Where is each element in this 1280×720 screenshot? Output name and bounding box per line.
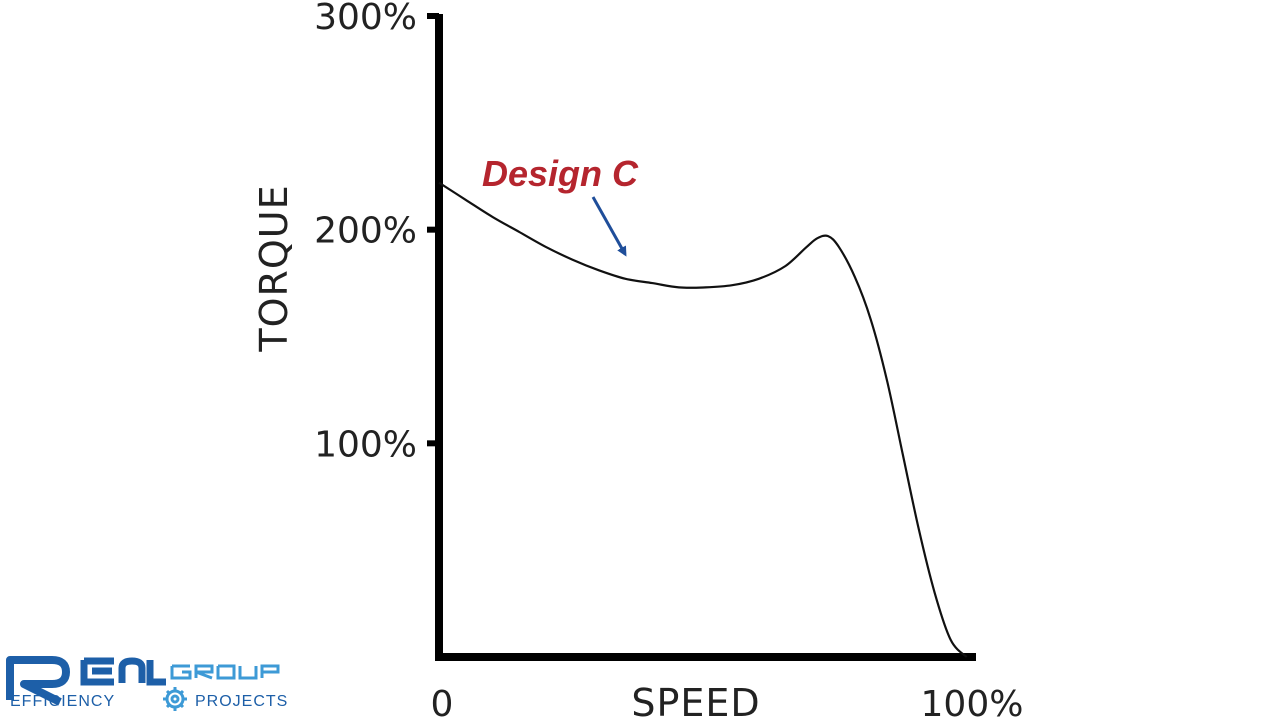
y-axis-title: TORQUE (252, 184, 296, 352)
x-tick-label-1: 100% (921, 684, 1024, 720)
series-line-0 (438, 181, 968, 658)
y-tick-label-0: 100% (314, 424, 417, 465)
real-group-logo: EFFICIENCY PROJECTS (6, 656, 288, 711)
logo-r-mark (6, 656, 70, 706)
series-layer (438, 181, 968, 658)
y-ticks: 100% 200% 300% (314, 0, 439, 465)
logo-group-mark (170, 664, 280, 680)
gear-icon (163, 687, 187, 711)
annotation-arrow (591, 196, 627, 257)
y-tick-label-1: 200% (314, 211, 417, 252)
y-tick-label-2: 300% (314, 0, 417, 38)
design-c-annotation: Design C (482, 153, 639, 194)
x-tick-labels: 0 100% (431, 684, 1024, 720)
logo-efficiency-text: EFFICIENCY (10, 693, 115, 710)
x-axis-title: SPEED (631, 681, 760, 720)
x-tick-label-0: 0 (431, 684, 454, 720)
logo-eal-mark (80, 657, 166, 686)
logo-projects-text: PROJECTS (195, 693, 288, 710)
